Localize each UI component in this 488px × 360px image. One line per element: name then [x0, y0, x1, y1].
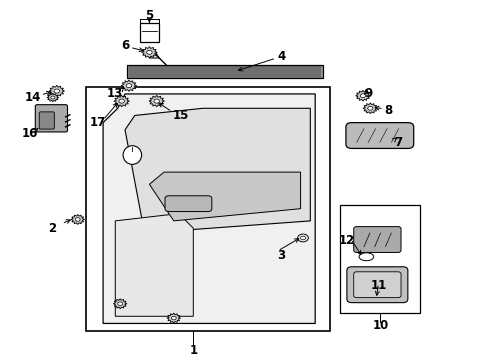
Ellipse shape	[123, 146, 142, 165]
Circle shape	[300, 236, 305, 240]
Polygon shape	[142, 46, 157, 58]
Text: 17: 17	[90, 116, 106, 129]
Text: 16: 16	[22, 127, 38, 140]
Text: 3: 3	[276, 249, 285, 262]
Circle shape	[154, 99, 159, 103]
Bar	[140, 23, 159, 42]
Bar	[127, 65, 322, 78]
Polygon shape	[103, 94, 315, 323]
Circle shape	[126, 84, 131, 88]
Bar	[339, 205, 419, 313]
FancyBboxPatch shape	[39, 112, 54, 129]
FancyBboxPatch shape	[345, 123, 413, 148]
Text: 11: 11	[370, 279, 386, 292]
Polygon shape	[115, 213, 193, 316]
Polygon shape	[149, 172, 300, 221]
Circle shape	[119, 99, 124, 103]
Ellipse shape	[358, 253, 373, 261]
Circle shape	[75, 218, 80, 221]
Text: 12: 12	[338, 234, 354, 247]
Text: 15: 15	[173, 109, 189, 122]
Polygon shape	[149, 50, 159, 58]
Text: 14: 14	[24, 91, 41, 104]
Circle shape	[171, 316, 176, 320]
Circle shape	[300, 236, 305, 239]
Polygon shape	[166, 313, 180, 323]
Text: 6: 6	[121, 39, 129, 52]
Polygon shape	[47, 93, 59, 102]
FancyBboxPatch shape	[346, 267, 407, 303]
Text: 8: 8	[384, 104, 392, 117]
Text: 9: 9	[364, 87, 372, 100]
Polygon shape	[149, 95, 164, 107]
Circle shape	[146, 50, 152, 54]
Circle shape	[298, 234, 307, 242]
Polygon shape	[71, 215, 84, 225]
Polygon shape	[355, 90, 369, 101]
Polygon shape	[49, 85, 64, 97]
Text: 10: 10	[372, 319, 388, 332]
Polygon shape	[121, 80, 137, 91]
Circle shape	[51, 96, 55, 99]
Text: 4: 4	[276, 50, 285, 63]
Bar	[86, 87, 329, 330]
FancyBboxPatch shape	[353, 272, 400, 298]
Circle shape	[118, 302, 122, 306]
Polygon shape	[114, 95, 129, 107]
Circle shape	[360, 94, 365, 98]
FancyBboxPatch shape	[164, 196, 211, 212]
Text: 13: 13	[107, 87, 123, 100]
Text: 5: 5	[145, 9, 153, 22]
Polygon shape	[125, 108, 310, 233]
Polygon shape	[113, 299, 127, 309]
FancyBboxPatch shape	[353, 226, 400, 252]
Text: 2: 2	[48, 222, 56, 235]
Text: 7: 7	[393, 136, 401, 149]
Circle shape	[297, 234, 308, 242]
Circle shape	[54, 89, 60, 93]
Polygon shape	[362, 103, 377, 114]
Circle shape	[367, 107, 372, 110]
Text: 1: 1	[189, 344, 197, 357]
FancyBboxPatch shape	[35, 105, 67, 132]
